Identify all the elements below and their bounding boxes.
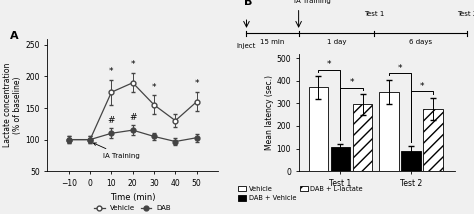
Y-axis label: Mean latency (sec.): Mean latency (sec.)	[264, 75, 273, 150]
Text: *: *	[194, 79, 199, 88]
Text: Test 1: Test 1	[365, 11, 384, 17]
Text: *: *	[109, 67, 114, 76]
Text: Inject: Inject	[237, 43, 256, 49]
Text: 1 day: 1 day	[327, 39, 346, 45]
Text: *: *	[327, 60, 332, 69]
Text: *: *	[130, 61, 135, 70]
Text: A: A	[10, 31, 18, 41]
Text: B: B	[244, 0, 252, 7]
Legend: Vehicle, DAB + Vehicle, DAB + L-lactate: Vehicle, DAB + Vehicle, DAB + L-lactate	[236, 183, 366, 204]
Text: #: #	[108, 116, 115, 125]
Bar	[309, 88, 328, 171]
Bar	[330, 147, 350, 171]
Text: *: *	[420, 82, 424, 91]
Text: *: *	[398, 64, 402, 73]
X-axis label: Time (min): Time (min)	[110, 193, 155, 202]
Text: Test 2: Test 2	[457, 11, 474, 17]
Bar	[423, 109, 443, 171]
Bar	[401, 151, 421, 171]
Legend: Vehicle, DAB: Vehicle, DAB	[91, 203, 174, 214]
Text: 6 days: 6 days	[409, 39, 432, 45]
Text: *: *	[152, 83, 156, 92]
Text: 15 min: 15 min	[260, 39, 285, 45]
Text: IA Training: IA Training	[294, 0, 331, 4]
Y-axis label: Lactate concentration
(% of baseline): Lactate concentration (% of baseline)	[3, 63, 22, 147]
Bar	[353, 104, 373, 171]
Text: IA Training: IA Training	[93, 143, 140, 159]
Bar	[379, 92, 399, 171]
Text: #: #	[129, 113, 137, 122]
Text: *: *	[349, 79, 354, 88]
